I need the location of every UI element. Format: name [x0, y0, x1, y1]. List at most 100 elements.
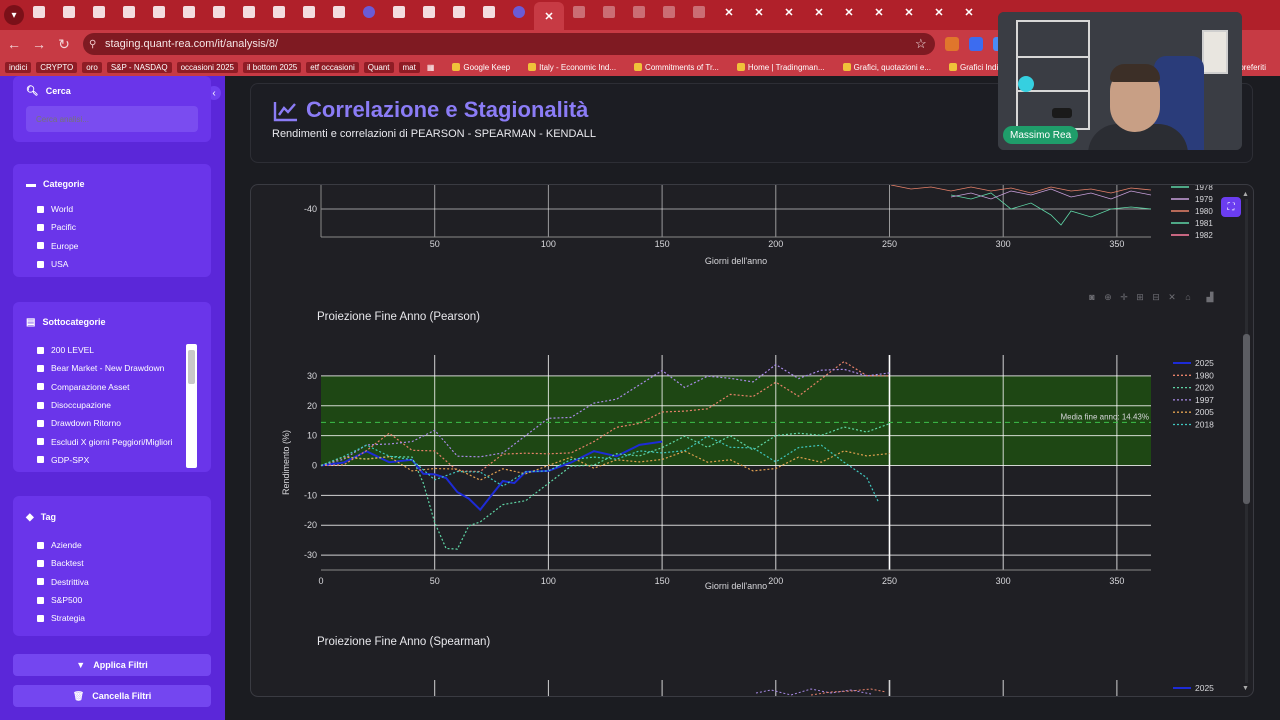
filter-checkbox-item[interactable]: Disoccupazione [13, 396, 185, 414]
browser-tab[interactable] [474, 0, 504, 24]
checkbox[interactable] [37, 614, 44, 622]
filter-checkbox-item[interactable]: Destrittiva [13, 573, 211, 591]
bookmark-item[interactable]: CRYPTO [36, 61, 78, 73]
filter-checkbox-item[interactable]: Bear Market - New Drawdown [13, 359, 185, 377]
checkbox[interactable] [37, 438, 44, 446]
browser-tab[interactable]: ✕ [834, 0, 864, 24]
filter-checkbox-item[interactable]: Aziende [13, 536, 211, 554]
autoscale-icon[interactable]: ✕ [1168, 291, 1176, 302]
checkbox[interactable] [37, 223, 44, 231]
forward-button[interactable]: → [32, 36, 46, 52]
checkbox[interactable] [37, 419, 44, 427]
bookmark-item[interactable]: Grafici Indici Live [947, 62, 1023, 73]
search-input[interactable] [26, 106, 198, 132]
fullscreen-button[interactable]: ⛶ [1221, 197, 1241, 217]
bookmark-other-folder[interactable]: preferiti [1239, 62, 1266, 72]
bookmark-item[interactable]: mat [398, 61, 420, 73]
back-button[interactable]: ← [7, 36, 21, 52]
browser-tab[interactable]: ✕ [534, 2, 564, 30]
filter-checkbox-item[interactable]: Comparazione Asset [13, 378, 185, 396]
browser-tab[interactable]: ✕ [924, 0, 954, 24]
scrollbar-thumb[interactable] [1243, 334, 1250, 504]
home-icon[interactable]: ⌂ [1185, 292, 1191, 302]
checkbox[interactable] [37, 205, 44, 213]
filter-checkbox-item[interactable]: GDP-SPX [13, 451, 185, 469]
browser-tab[interactable]: ✕ [864, 0, 894, 24]
bookmark-item[interactable]: S&P - NASDAQ [106, 61, 172, 73]
browser-tab[interactable] [24, 0, 54, 24]
checkbox[interactable] [37, 541, 44, 549]
bookmark-item[interactable]: Google Keep [450, 62, 512, 73]
checkbox[interactable] [37, 559, 44, 567]
filter-checkbox-item[interactable]: Backtest [13, 554, 211, 572]
browser-tab[interactable] [204, 0, 234, 24]
browser-tab[interactable]: ✕ [804, 0, 834, 24]
filter-checkbox-item[interactable]: Europe [13, 237, 211, 255]
browser-tab[interactable]: ✕ [774, 0, 804, 24]
filter-checkbox-item[interactable]: Drawdown Ritorno [13, 414, 185, 432]
browser-tab[interactable] [624, 0, 654, 24]
bookmark-item[interactable]: Grafici, quotazioni e... [841, 62, 933, 73]
scroll-down-icon[interactable]: ▼ [1242, 685, 1249, 692]
browser-tab[interactable]: ✕ [714, 0, 744, 24]
browser-tab[interactable] [144, 0, 174, 24]
bookmark-item[interactable]: Italy - Economic Ind... [526, 62, 618, 73]
browser-tab[interactable]: ✕ [744, 0, 774, 24]
bookmark-star-icon[interactable]: ☆ [915, 36, 927, 51]
bookmark-item[interactable]: indici [5, 61, 32, 73]
browser-tab[interactable]: ✕ [894, 0, 924, 24]
bookmark-item[interactable]: il bottom 2025 [242, 61, 302, 73]
chart-card-scrollbar[interactable]: ▲ ▼ [1241, 191, 1251, 692]
apps-grid-icon[interactable]: ▦ [426, 62, 435, 72]
scroll-up-icon[interactable]: ▲ [1242, 191, 1249, 198]
browser-tab[interactable] [654, 0, 684, 24]
browser-tab[interactable] [114, 0, 144, 24]
checkbox[interactable] [37, 364, 44, 372]
filter-checkbox-item[interactable]: Escludi X giorni Peggiori/Migliori [13, 432, 185, 450]
zoom-in-icon[interactable]: ⊞ [1136, 291, 1144, 302]
checkbox[interactable] [37, 578, 44, 586]
browser-tab[interactable] [84, 0, 114, 24]
filter-checkbox-item[interactable]: Strategia [13, 609, 211, 627]
plotly-logo-icon[interactable]: ▟ [1206, 291, 1214, 302]
checkbox[interactable] [37, 242, 44, 250]
scrollbar-thumb[interactable] [188, 350, 195, 384]
clear-filters-button[interactable]: 🗑︎ Cancella Filtri [13, 685, 211, 707]
browser-tab[interactable] [264, 0, 294, 24]
checkbox[interactable] [37, 383, 44, 391]
bookmark-item[interactable]: occasioni 2025 [176, 61, 238, 73]
reload-button[interactable]: ↻ [58, 35, 70, 52]
extension-icon[interactable] [945, 37, 959, 51]
bookmark-item[interactable]: etf occasioni [306, 61, 359, 73]
checkbox[interactable] [37, 346, 44, 354]
filter-checkbox-item[interactable]: Pacific [13, 218, 211, 236]
bookmark-item[interactable]: Home | Tradingman... [735, 62, 827, 73]
subcategories-scrollbar[interactable] [186, 344, 197, 468]
browser-tab[interactable] [684, 0, 714, 24]
browser-tab[interactable] [504, 0, 534, 24]
site-info-icon[interactable]: ⚲ [89, 38, 97, 50]
camera-icon[interactable]: ◙ [1089, 292, 1095, 302]
filter-checkbox-item[interactable]: World [13, 200, 211, 218]
browser-tab[interactable] [174, 0, 204, 24]
apply-filters-button[interactable]: ▼ Applica Filtri [13, 654, 211, 676]
browser-tab[interactable] [414, 0, 444, 24]
browser-tab[interactable] [324, 0, 354, 24]
checkbox[interactable] [37, 260, 44, 268]
browser-tab[interactable] [294, 0, 324, 24]
checkbox[interactable] [37, 596, 44, 604]
checkbox[interactable] [37, 456, 44, 464]
pan-icon[interactable]: ✛ [1120, 291, 1128, 302]
checkbox[interactable] [37, 401, 44, 409]
tab-search-dropdown[interactable]: ▾ [4, 5, 24, 25]
browser-tab[interactable] [384, 0, 414, 24]
extension-icon[interactable] [969, 37, 983, 51]
zoom-out-icon[interactable]: ⊟ [1152, 291, 1160, 302]
bookmark-item[interactable]: Quant [363, 61, 394, 73]
bookmark-item[interactable]: Commitments of Tr... [632, 62, 721, 73]
filter-checkbox-item[interactable]: USA [13, 255, 211, 273]
browser-tab[interactable]: ✕ [954, 0, 984, 24]
zoom-icon[interactable]: ⊕ [1104, 291, 1112, 302]
browser-tab[interactable] [564, 0, 594, 24]
address-bar[interactable]: ⚲ staging.quant-rea.com/it/analysis/8/ ☆ [83, 33, 935, 55]
